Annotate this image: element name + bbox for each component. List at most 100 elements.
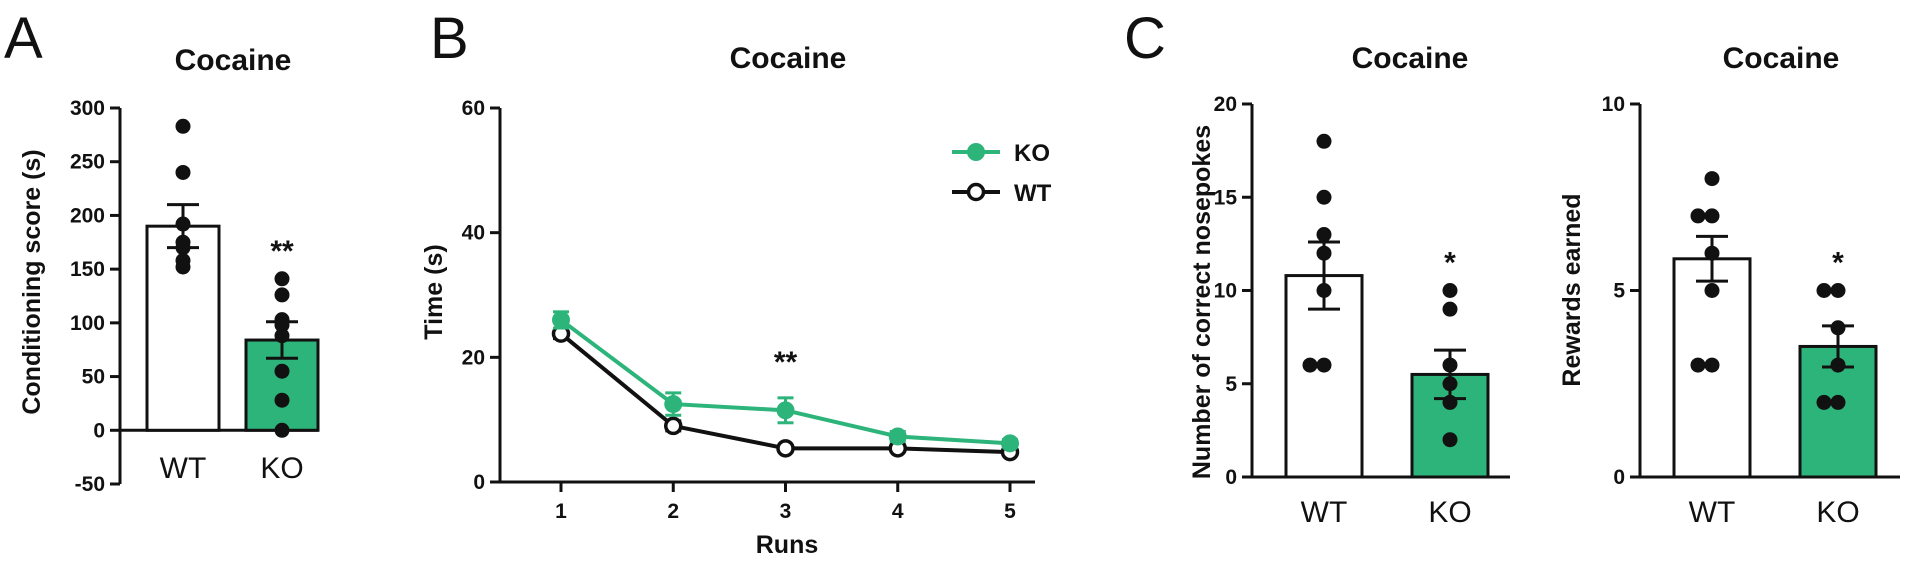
chart3-y-tick-label: 5 — [1613, 280, 1625, 303]
chart2-bar-wt — [1284, 274, 1364, 479]
panel-a-title: Cocaine — [175, 44, 292, 77]
chart2-data-point — [1442, 357, 1458, 373]
chart3-data-point — [1704, 357, 1720, 373]
chart1-y-tick-label: 0 — [473, 471, 485, 494]
chart3-data-point — [1704, 283, 1720, 298]
chart1-point-ko — [664, 395, 683, 414]
chart3-data-point — [1830, 357, 1846, 373]
chart1-y-tick-label: 40 — [462, 222, 485, 245]
chart2-y-tick-label: 20 — [1214, 93, 1237, 116]
chart2-bar-ko — [1410, 372, 1490, 479]
chart1-x-tick-label: 1 — [555, 500, 567, 523]
chart2-category-label: WT — [1301, 496, 1348, 529]
chart2-data-point — [1316, 283, 1332, 298]
panel-letter-c: C — [1124, 6, 1166, 71]
chart3-data-point — [1830, 320, 1846, 336]
chart1-legend-marker-wt — [966, 182, 986, 202]
chart0-data-point — [274, 392, 290, 408]
chart2-y-tick-label: 15 — [1214, 186, 1238, 209]
chart0-data-point — [175, 240, 191, 256]
chart0-y-tick-label: 50 — [82, 366, 105, 389]
chart0-data-point — [274, 271, 290, 287]
chart1-point-wt — [664, 416, 683, 436]
chart1-point-ko — [1001, 434, 1019, 453]
chart3-y-tick-label: 0 — [1613, 466, 1625, 489]
chart2-data-point — [1442, 301, 1458, 317]
chart2-data-point — [1316, 357, 1332, 373]
chart0-y-tick-label: -50 — [75, 473, 105, 496]
chart3-data-point — [1690, 357, 1706, 373]
panel-c-y-axis-label: Number of correct nosepokes — [1188, 125, 1216, 479]
chart1-y-tick-label: 60 — [462, 97, 485, 120]
chart2-data-point — [1316, 133, 1332, 149]
chart3-significance-marker: * — [1832, 247, 1844, 280]
chart0-y-tick-label: 0 — [93, 419, 105, 442]
chart2-y-tick-label: 0 — [1225, 466, 1237, 489]
chart0-y-tick-label: 150 — [70, 258, 105, 281]
chart0-data-point — [274, 422, 290, 438]
panel-c: C Cocaine Number of correct nosepokes 0 5… — [1124, 6, 1510, 529]
chart1-point-ko — [888, 427, 907, 446]
chart1-significance-marker: ** — [774, 346, 798, 379]
chart1-x-tick-label: 2 — [667, 500, 679, 523]
chart0-data-point — [175, 259, 191, 275]
chart0-data-point — [274, 287, 290, 303]
panel-letter-b: B — [430, 6, 469, 71]
panel-b-y-axis-label: Time (s) — [420, 244, 448, 339]
chart2-data-point — [1442, 394, 1458, 410]
chart3-category-label: KO — [1816, 496, 1859, 529]
chart0-y-tick-label: 200 — [70, 204, 105, 227]
panel-b: B Cocaine Time (s) Runs 0 20 40 60 1 2 3 4 5 ** KO… — [420, 6, 1052, 559]
chart0-data-point — [274, 363, 290, 379]
chart0-data-point — [274, 317, 290, 333]
panel-a-y-axis-label: Conditioning score (s) — [18, 149, 46, 414]
chart2-significance-marker: * — [1444, 247, 1456, 280]
chart3-category-label: WT — [1689, 496, 1736, 529]
chart1-legend-label: WT — [1014, 180, 1052, 207]
chart3-y-tick-label: 10 — [1602, 93, 1625, 116]
chart1-line-ko — [559, 318, 1011, 446]
chart2-data-point — [1442, 432, 1458, 448]
chart1-x-tick-label: 4 — [892, 500, 904, 523]
chart2-y-tick-label: 5 — [1225, 373, 1237, 396]
panel-b-title: Cocaine — [730, 42, 847, 75]
chart1-legend-marker-ko — [967, 143, 985, 161]
chart3-data-point — [1830, 283, 1846, 298]
panel-rewards-y-axis-label: Rewards earned — [1558, 193, 1586, 386]
chart0-category-label: KO — [260, 452, 303, 485]
chart1-point-ko — [552, 310, 570, 329]
chart3-data-point — [1690, 208, 1706, 224]
chart3-data-point — [1830, 394, 1846, 410]
chart3-data-point — [1816, 394, 1832, 410]
chart0-y-tick-label: 300 — [70, 97, 105, 120]
chart3-data-point — [1816, 283, 1832, 298]
chart3-data-point — [1704, 245, 1720, 261]
panel-c-title: Cocaine — [1352, 42, 1469, 75]
chart1-point-wt — [776, 439, 795, 458]
chart0-data-point — [274, 328, 290, 344]
panel-letter-a: A — [4, 6, 43, 71]
chart3-data-point — [1704, 171, 1720, 187]
panel-a: A Cocaine Conditioning score (s) -50 0 50 1… — [4, 6, 320, 496]
chart1-x-tick-label: 3 — [780, 500, 792, 523]
chart2-data-point — [1442, 283, 1458, 298]
chart3-data-point — [1704, 208, 1720, 224]
chart1-point-ko — [776, 401, 795, 420]
chart2-y-tick-label: 10 — [1214, 280, 1237, 303]
chart0-y-tick-label: 100 — [70, 312, 105, 335]
chart0-y-tick-label: 250 — [70, 151, 105, 174]
chart2-data-point — [1316, 227, 1332, 243]
chart1-y-tick-label: 20 — [462, 346, 485, 369]
panel-rewards-title: Cocaine — [1723, 42, 1840, 75]
chart2-data-point — [1316, 189, 1332, 205]
chart0-significance-marker: ** — [270, 235, 294, 268]
chart2-data-point — [1442, 376, 1458, 392]
chart0-data-point — [175, 164, 191, 180]
chart0-category-label: WT — [160, 452, 207, 485]
panel-rewards: Cocaine Rewards earned 0 5 10 WT KO * — [1558, 42, 1900, 529]
chart2-category-label: KO — [1428, 496, 1471, 529]
chart2-data-point — [1316, 245, 1332, 261]
chart1-legend-label: KO — [1014, 140, 1050, 167]
panel-b-x-axis-label: Runs — [756, 531, 819, 559]
